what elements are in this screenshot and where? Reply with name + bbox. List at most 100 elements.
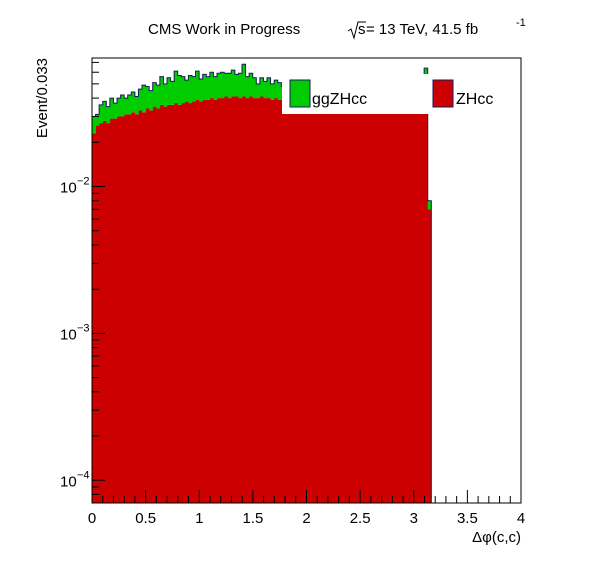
bar-zhcc — [352, 108, 357, 503]
bar-ggzhcc — [152, 82, 157, 107]
x-tick-label: 0.5 — [135, 510, 156, 527]
bar-zhcc — [102, 120, 107, 503]
bar-zhcc — [184, 101, 189, 503]
bar-ggzhcc — [266, 77, 271, 99]
bar-ggzhcc — [427, 200, 432, 210]
bar-zhcc — [124, 114, 129, 503]
bar-ggzhcc — [99, 104, 104, 124]
y-tick-exponent: −2 — [77, 176, 90, 188]
bar-zhcc — [113, 118, 118, 503]
bar-zhcc — [238, 98, 243, 503]
bar-ggzhcc — [138, 89, 143, 111]
bar-ggzhcc — [166, 77, 171, 105]
bar-zhcc — [416, 104, 421, 503]
bar-zhcc — [266, 98, 271, 503]
bar-zhcc — [174, 103, 179, 503]
lumi-label: s = 13 TeV, 41.5 fb -1 — [347, 17, 526, 40]
bar-zhcc — [95, 125, 100, 503]
bar-zhcc — [181, 103, 186, 503]
bar-zhcc — [241, 96, 246, 503]
legend-label-zhcc: ZHcc — [456, 91, 493, 108]
bar-ggzhcc — [127, 94, 132, 115]
bar-zhcc — [177, 104, 182, 503]
lumi-main: = 13 TeV, 41.5 fb — [366, 21, 478, 38]
bar-zhcc — [127, 114, 132, 503]
bar-ggzhcc — [231, 70, 236, 97]
bar-zhcc — [284, 101, 289, 503]
bar-zhcc — [406, 106, 411, 503]
y-axis-label: Event/0.033 — [34, 58, 51, 138]
x-tick-label: 1.5 — [242, 510, 263, 527]
bar-zhcc — [320, 104, 325, 503]
bar-ggzhcc — [191, 76, 196, 102]
bar-zhcc — [134, 114, 139, 503]
bar-zhcc — [302, 101, 307, 503]
bar-zhcc — [334, 106, 339, 503]
bar-zhcc — [92, 133, 96, 503]
bar-zhcc — [377, 110, 382, 503]
bar-zhcc — [291, 101, 296, 503]
bar-zhcc — [402, 108, 407, 503]
y-tick-label: 10 — [60, 473, 77, 490]
bar-zhcc — [234, 96, 239, 503]
bar-ggzhcc — [195, 71, 200, 100]
legend-swatch-ggzhcc — [289, 79, 311, 108]
bar-zhcc — [359, 108, 364, 503]
bar-zhcc — [206, 99, 211, 503]
bar-zhcc — [138, 110, 143, 503]
bar-ggzhcc — [184, 80, 189, 102]
bar-ggzhcc — [206, 76, 211, 100]
bar-ggzhcc — [116, 98, 121, 117]
bar-ggzhcc — [95, 114, 100, 126]
bar-zhcc — [252, 98, 257, 503]
bar-ggzhcc — [159, 76, 164, 105]
bar-zhcc — [338, 106, 343, 503]
bar-zhcc — [313, 104, 318, 503]
bar-zhcc — [324, 104, 329, 503]
bar-zhcc — [395, 108, 400, 503]
x-axis: 0 0.5 1 1.5 2 2.5 3 3.5 4 — [88, 490, 525, 527]
bar-zhcc — [159, 104, 164, 503]
bar-zhcc — [259, 96, 264, 503]
bar-zhcc — [202, 99, 207, 503]
sqrt-symbol — [347, 21, 366, 40]
bar-ggzhcc — [163, 83, 168, 107]
bar-zhcc — [270, 99, 275, 503]
bar-zhcc — [245, 98, 250, 503]
bar-zhcc — [224, 96, 229, 503]
x-tick-label: 0 — [88, 510, 96, 527]
bar-ggzhcc — [124, 98, 129, 115]
bar-ggzhcc — [241, 64, 246, 97]
legend-swatch-zhcc — [432, 79, 454, 108]
bar-ggzhcc — [145, 86, 150, 109]
bar-zhcc — [277, 99, 282, 503]
bar-ggzhcc — [174, 71, 179, 104]
bar-ggzhcc — [134, 96, 139, 115]
bar-zhcc — [166, 104, 171, 503]
bar-zhcc — [274, 98, 279, 503]
bar-zhcc — [216, 98, 221, 503]
bar-ggzhcc — [170, 81, 175, 105]
bar-ggzhcc — [227, 73, 232, 99]
bar-ggzhcc — [216, 73, 221, 99]
bar-zhcc — [120, 116, 125, 503]
x-tick-label: 3 — [410, 510, 418, 527]
bar-zhcc — [163, 106, 168, 503]
bar-zhcc — [306, 103, 311, 503]
bar-zhcc — [109, 118, 114, 503]
bar-zhcc — [424, 104, 429, 503]
bar-zhcc — [331, 104, 336, 503]
bar-zhcc — [263, 98, 268, 503]
bar-ggzhcc — [220, 72, 225, 99]
bar-ggzhcc — [149, 90, 154, 111]
bar-zhcc — [409, 106, 414, 503]
bar-ggzhcc — [263, 81, 268, 99]
bar-ggzhcc — [120, 94, 125, 117]
bar-ggzhcc — [259, 77, 264, 97]
bar-ggzhcc — [249, 73, 254, 97]
bar-zhcc — [356, 108, 361, 503]
bar-ggzhcc — [109, 98, 114, 119]
bar-layer — [92, 63, 432, 503]
bar-zhcc — [220, 98, 225, 503]
